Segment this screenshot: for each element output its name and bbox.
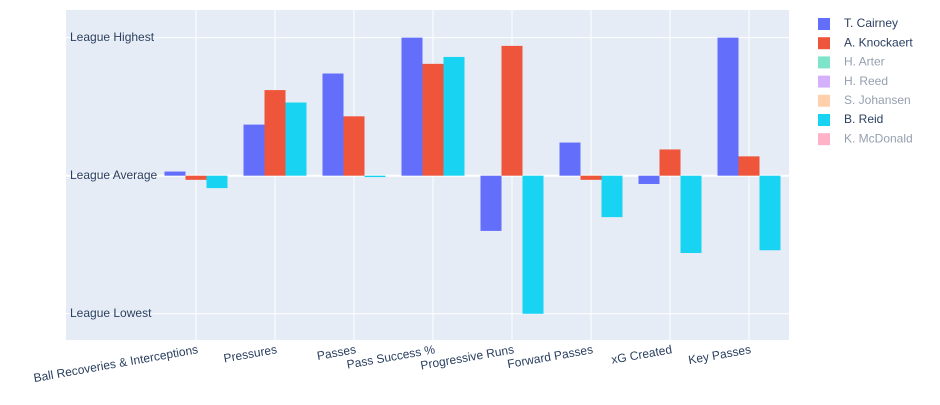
bar (601, 175, 623, 218)
bar (480, 175, 502, 231)
bar (206, 175, 228, 189)
legend-swatch (818, 133, 830, 146)
legend-label[interactable]: S. Johansen (844, 93, 911, 107)
legend-swatch (818, 114, 830, 126)
y-tick-label: League Lowest (70, 306, 152, 320)
legend-label[interactable]: B. Reid (844, 112, 883, 126)
legend-label[interactable]: A. Knockaert (844, 35, 913, 49)
legend-swatch (818, 37, 830, 50)
bar (343, 116, 365, 176)
bar (443, 56, 465, 176)
y-tick-label: League Average (70, 168, 158, 182)
bar (285, 102, 307, 176)
x-tick-label: Key Passes (687, 342, 752, 367)
bar (243, 124, 265, 176)
bar (680, 175, 702, 254)
bar (185, 175, 207, 180)
bar (264, 90, 286, 176)
bar (759, 175, 781, 251)
legend-swatch (818, 18, 830, 30)
bar (322, 73, 344, 176)
bar (580, 175, 602, 180)
bar (164, 171, 186, 176)
bar (659, 149, 681, 176)
legend-label[interactable]: H. Arter (844, 55, 885, 69)
bar (738, 156, 760, 176)
x-tick-label: Forward Passes (506, 342, 594, 371)
legend-label[interactable]: K. McDonald (844, 131, 913, 145)
bar (364, 175, 386, 178)
bar (522, 175, 544, 314)
y-tick-label: League Highest (70, 30, 155, 44)
bar (422, 63, 444, 176)
x-tick-label: Passes (316, 342, 357, 363)
bar (501, 45, 523, 176)
legend-label[interactable]: H. Reed (844, 74, 888, 88)
x-tick-label: xG Created (610, 342, 673, 366)
x-tick-label: Ball Recoveries & Interceptions (32, 342, 199, 385)
legend-swatch (818, 94, 830, 107)
bar (401, 37, 423, 176)
legend-label[interactable]: T. Cairney (844, 16, 898, 30)
x-tick-label: Pressures (222, 342, 278, 365)
bar (717, 37, 739, 176)
legend-swatch (818, 75, 830, 88)
legend-swatch (818, 56, 830, 69)
bar (559, 142, 581, 176)
bar (638, 175, 660, 184)
